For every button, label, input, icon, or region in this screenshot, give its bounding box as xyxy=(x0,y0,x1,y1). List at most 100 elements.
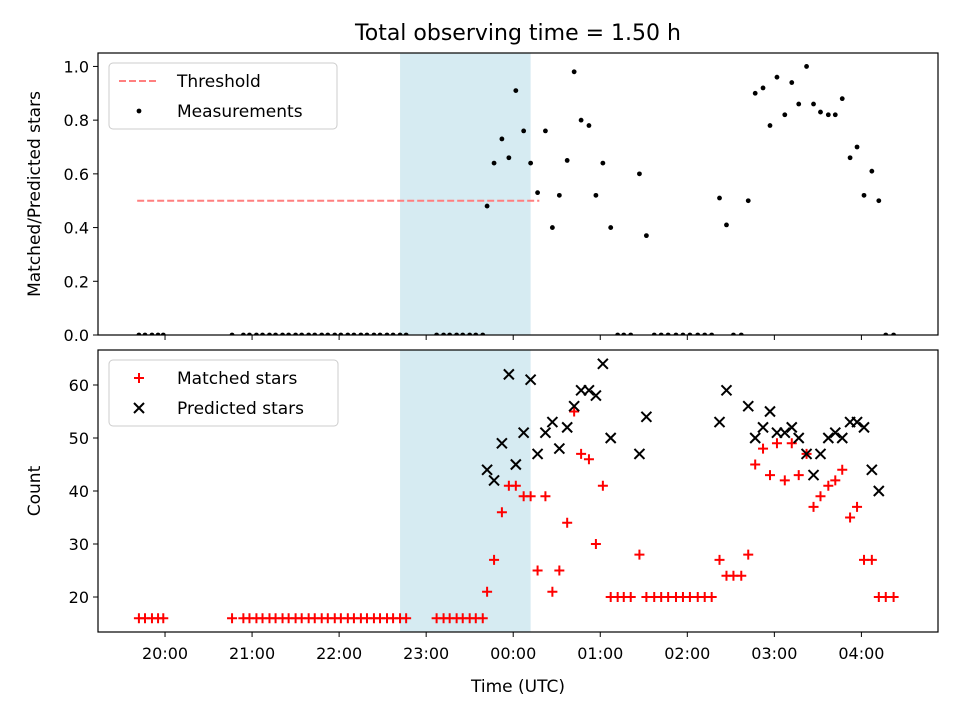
figure-title: Total observing time = 1.50 h xyxy=(354,21,681,46)
measurement-point xyxy=(804,64,809,69)
measurement-point xyxy=(876,198,882,204)
measurement-point xyxy=(818,109,823,115)
predicted-star-point xyxy=(481,464,493,476)
bottom-y-tick-label: 30 xyxy=(69,535,89,554)
measurement-point xyxy=(869,168,875,174)
x-tick-label: 00:00 xyxy=(490,644,536,663)
measurement-point xyxy=(767,123,773,128)
predicted-star-point xyxy=(764,405,776,418)
measurement-point xyxy=(593,192,599,198)
matched-star-point xyxy=(736,570,747,581)
matched-star-point xyxy=(540,491,551,502)
matched-star-point xyxy=(477,613,488,624)
measurement-point xyxy=(752,90,758,96)
predicted-star-point xyxy=(757,421,769,434)
matched-star-point xyxy=(496,507,507,518)
predicted-star-point xyxy=(640,411,653,423)
top-y-tick-label: 0.4 xyxy=(64,219,89,238)
bottom-highlight-span xyxy=(400,350,531,632)
matched-star-point xyxy=(830,475,841,486)
top-y-tick-label: 1.0 xyxy=(64,57,89,76)
predicted-star-point xyxy=(604,432,617,444)
measurement-point xyxy=(643,233,649,239)
predicted-star-point xyxy=(568,400,580,412)
predicted-star-point xyxy=(633,448,646,460)
measurement-point xyxy=(499,136,505,142)
bottom-series-predicted-stars xyxy=(481,358,885,497)
top-highlight-span xyxy=(400,53,531,335)
matched-star-point xyxy=(227,613,238,624)
measurement-point xyxy=(861,192,867,198)
matched-star-point xyxy=(823,480,834,491)
matched-star-point xyxy=(583,454,594,465)
measurement-point xyxy=(839,96,845,102)
matched-star-point xyxy=(845,512,856,523)
predicted-star-point xyxy=(713,416,726,428)
bottom-y-tick-label: 20 xyxy=(69,588,89,607)
predicted-star-point xyxy=(742,400,754,412)
measurement-point xyxy=(608,225,614,230)
predicted-star-point xyxy=(800,448,813,460)
x-tick-label: 04:00 xyxy=(838,644,884,663)
predicted-star-point xyxy=(561,421,573,434)
measurement-point xyxy=(556,192,562,198)
measurement-point xyxy=(513,88,519,93)
matched-star-point xyxy=(625,592,636,603)
predicted-star-point xyxy=(553,442,566,455)
matched-star-point xyxy=(815,491,826,502)
predicted-star-point xyxy=(786,421,798,434)
matched-star-point xyxy=(532,565,543,576)
x-tick-label: 21:00 xyxy=(229,644,275,663)
top-y-tick-label: 0.8 xyxy=(64,111,89,130)
predicted-star-point xyxy=(779,426,791,439)
measurement-point xyxy=(760,85,766,91)
measurement-point xyxy=(745,198,751,204)
measurement-point xyxy=(637,171,642,177)
predicted-star-point xyxy=(851,416,863,428)
legend-entry-label: Matched stars xyxy=(177,369,297,389)
matched-star-point xyxy=(837,464,848,475)
predicted-star-point xyxy=(793,432,805,444)
top-legend-box xyxy=(108,62,338,130)
measurement-point xyxy=(774,74,780,80)
legend-entry-label: Predicted stars xyxy=(177,399,304,419)
predicted-star-point xyxy=(583,384,595,396)
matched-star-point xyxy=(590,539,601,550)
matched-star-point xyxy=(510,480,521,491)
matched-star-point xyxy=(569,406,580,417)
bottom-y-tick-label: 60 xyxy=(69,376,89,395)
top-plot-area xyxy=(136,64,897,335)
measurement-point xyxy=(847,155,853,161)
matched-star-point xyxy=(634,549,645,560)
top-legend: Threshold Measurements xyxy=(108,62,338,130)
matched-star-point xyxy=(779,475,790,486)
measurement-point xyxy=(811,101,816,107)
measurement-point xyxy=(789,80,795,85)
matched-star-point xyxy=(482,586,493,597)
matched-star-point xyxy=(750,459,761,470)
predicted-star-point xyxy=(858,421,870,434)
predicted-star-point xyxy=(590,389,602,402)
legend-matched-swatch xyxy=(134,373,144,383)
top-y-tick-label: 0.2 xyxy=(64,272,89,291)
measurement-point xyxy=(782,112,788,118)
bottom-plot-area xyxy=(133,358,899,624)
measurement-point xyxy=(796,101,802,107)
predicted-star-point xyxy=(524,373,537,386)
matched-star-point xyxy=(771,438,782,449)
bottom-y-axis-label: Count xyxy=(25,465,45,516)
top-axes-frame xyxy=(97,52,939,336)
matched-star-point xyxy=(706,592,717,603)
x-tick-label: 20:00 xyxy=(142,644,188,663)
bottom-series-matched-stars xyxy=(133,406,899,624)
matched-star-point xyxy=(576,448,587,459)
matched-star-point xyxy=(888,592,899,603)
predicted-star-point xyxy=(866,464,878,476)
matched-star-point xyxy=(866,554,877,565)
measurement-point xyxy=(600,160,606,166)
measurement-point xyxy=(535,190,540,196)
predicted-star-point xyxy=(531,448,544,460)
measurement-point xyxy=(506,155,512,161)
predicted-star-point xyxy=(873,485,885,497)
bottom-legend-box xyxy=(108,359,339,427)
